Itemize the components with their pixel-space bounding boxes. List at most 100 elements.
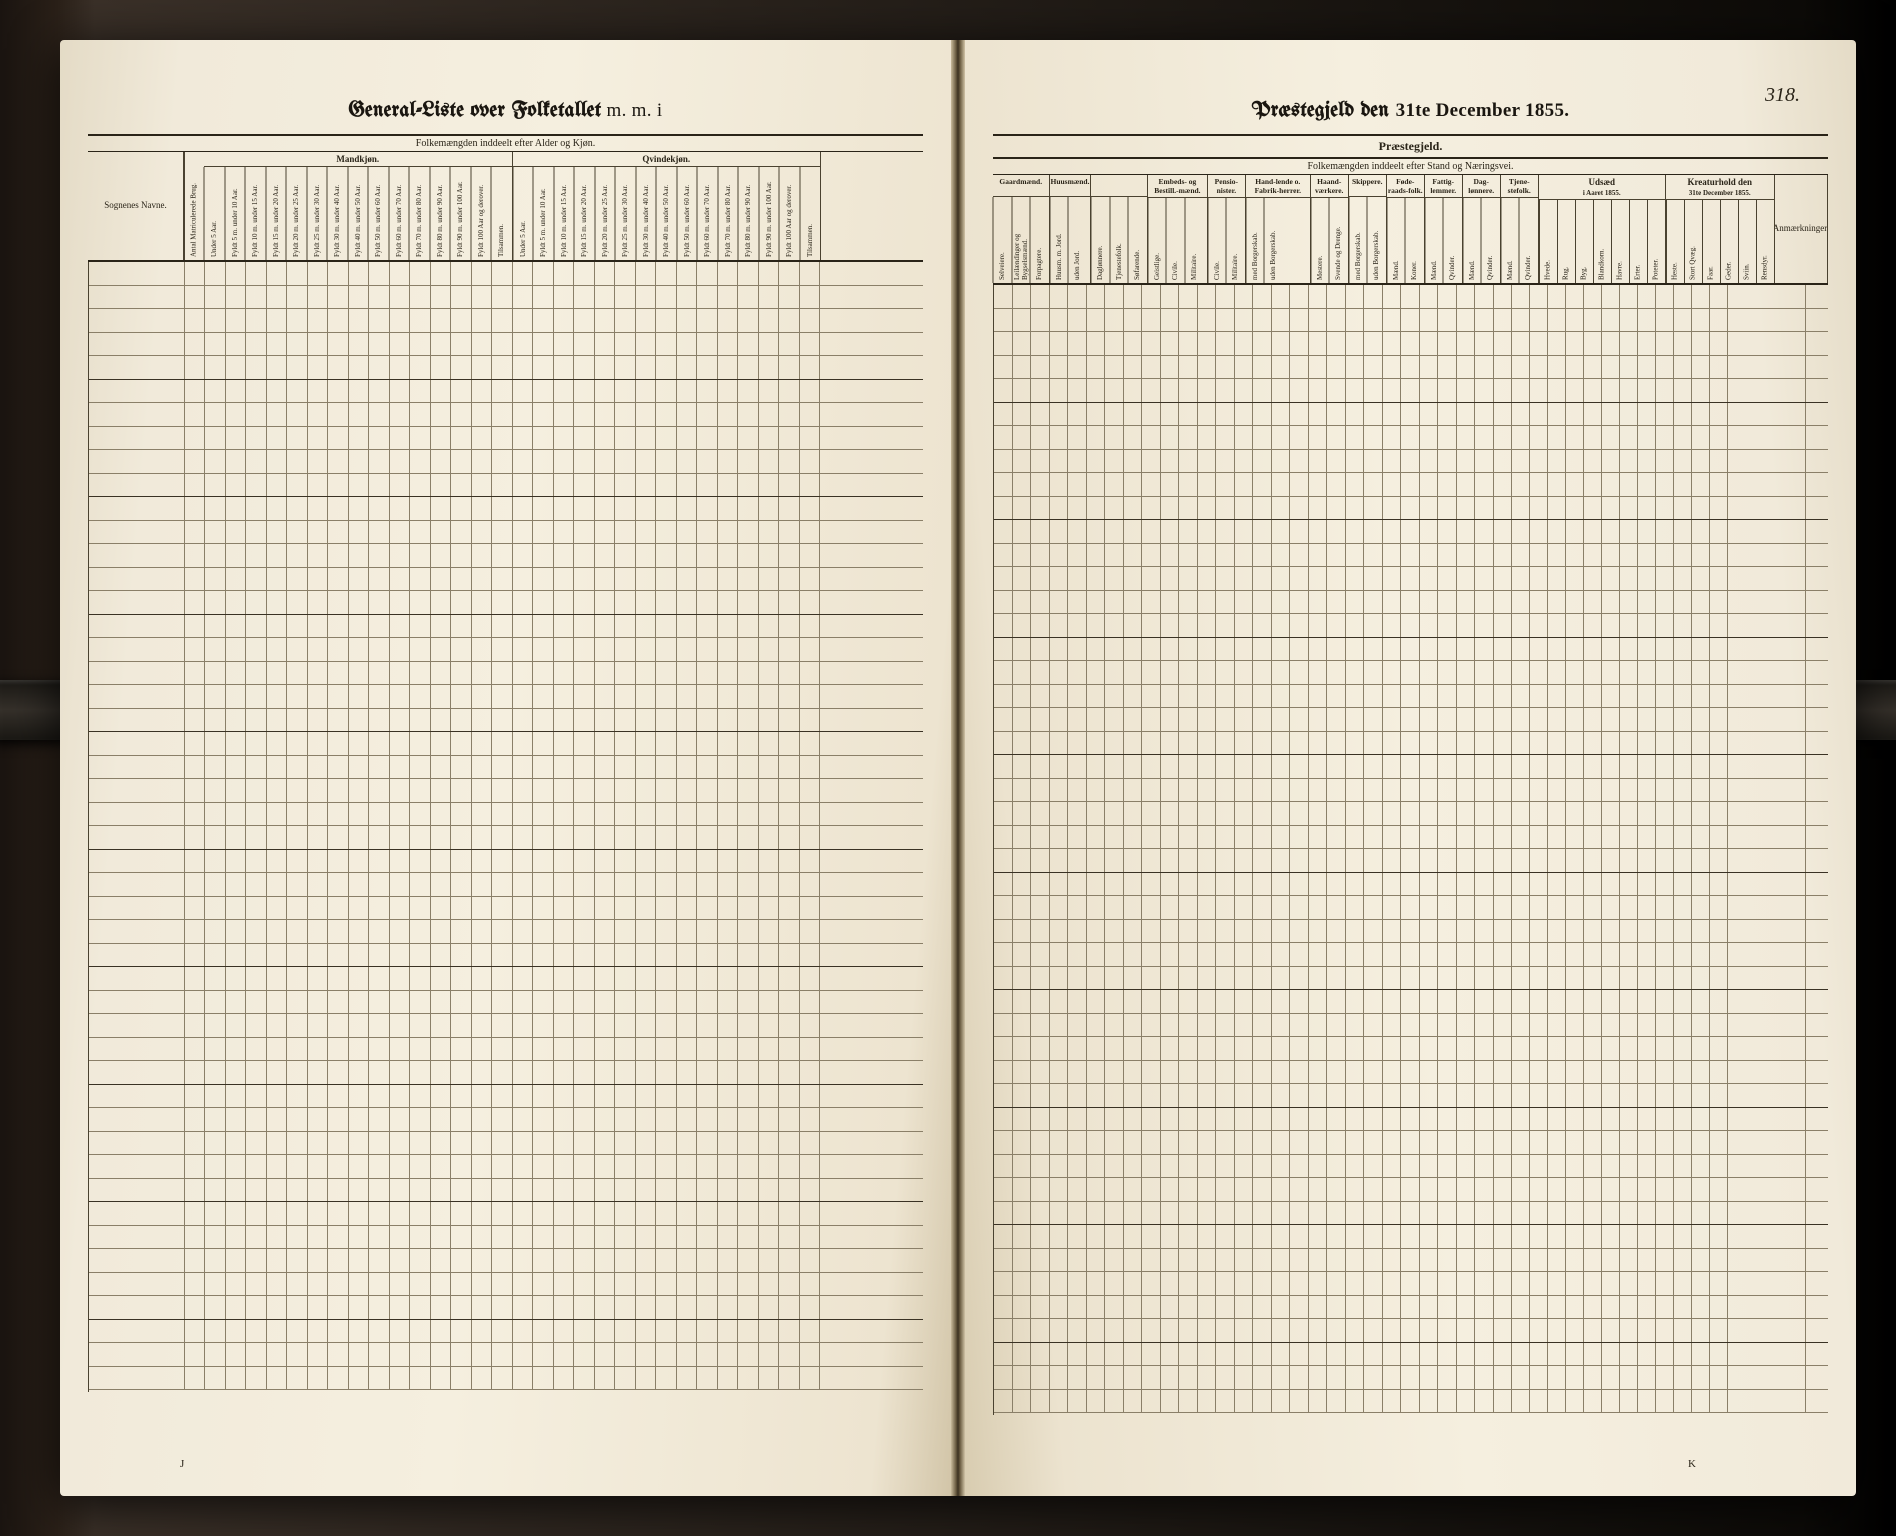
table-cell xyxy=(410,262,431,285)
table-cell xyxy=(595,1343,616,1366)
table-cell xyxy=(1512,1249,1530,1272)
table-cell xyxy=(287,1296,308,1319)
table-cell xyxy=(1013,779,1032,802)
table-cell xyxy=(1656,332,1674,355)
table-cell xyxy=(1438,685,1457,708)
table-cell xyxy=(1087,802,1106,825)
table-cell xyxy=(1309,708,1328,731)
table-cell xyxy=(1216,309,1235,332)
table-cell xyxy=(718,1202,739,1225)
table-cell xyxy=(1656,708,1674,731)
table-cell xyxy=(492,1343,513,1366)
table-cell xyxy=(1050,708,1069,731)
table-cell xyxy=(431,873,452,896)
table-cell xyxy=(1638,614,1656,637)
table-cell xyxy=(636,521,657,544)
table-cell xyxy=(1235,943,1254,966)
table-cell xyxy=(759,1367,780,1390)
table-cell xyxy=(1087,755,1106,778)
table-cell xyxy=(1290,943,1309,966)
table-cell xyxy=(738,803,759,826)
table-cell xyxy=(1494,826,1512,849)
table-cell xyxy=(738,897,759,920)
table-cell xyxy=(1494,708,1512,731)
table-row xyxy=(89,662,923,686)
table-cell xyxy=(595,1108,616,1131)
table-cell xyxy=(1620,849,1638,872)
table-cell xyxy=(1710,1225,1728,1248)
table-cell xyxy=(1438,1296,1457,1319)
table-cell xyxy=(1346,1155,1365,1178)
table-cell xyxy=(1253,1084,1272,1107)
table-cell xyxy=(1105,1272,1124,1295)
table-cell xyxy=(410,1249,431,1272)
table-cell xyxy=(349,1179,370,1202)
table-cell xyxy=(779,873,800,896)
table-cell xyxy=(1383,732,1402,755)
table-cell xyxy=(431,732,452,755)
table-cell xyxy=(328,967,349,990)
hdr-age-col: Fyldt 20 m. under 25 Aar. xyxy=(595,167,616,260)
table-cell xyxy=(1638,779,1656,802)
table-cell xyxy=(410,380,431,403)
table-cell xyxy=(308,1226,329,1249)
table-cell xyxy=(1620,896,1638,919)
hdr-group-title: Mandkjøn. xyxy=(204,152,512,167)
table-cell xyxy=(1584,1343,1602,1366)
table-cell xyxy=(1728,1225,1806,1248)
table-cell xyxy=(1346,285,1365,308)
table-cell xyxy=(738,1108,759,1131)
table-cell xyxy=(1674,1272,1692,1295)
table-cell xyxy=(1512,356,1530,379)
table-cell xyxy=(800,1343,821,1366)
table-cell xyxy=(1728,755,1806,778)
table-cell xyxy=(1161,967,1180,990)
table-cell xyxy=(89,967,185,990)
table-cell xyxy=(1438,779,1457,802)
table-cell xyxy=(328,591,349,614)
table-cell xyxy=(308,427,329,450)
table-cell xyxy=(1253,1037,1272,1060)
table-cell xyxy=(1512,544,1530,567)
table-row xyxy=(89,803,923,827)
table-cell xyxy=(89,1273,185,1296)
table-cell xyxy=(1674,708,1692,731)
table-cell xyxy=(1494,638,1512,661)
table-cell xyxy=(1728,661,1806,684)
table-cell xyxy=(287,662,308,685)
table-row xyxy=(89,709,923,733)
table-cell xyxy=(1364,567,1383,590)
table-cell xyxy=(718,262,739,285)
table-cell xyxy=(718,544,739,567)
table-cell xyxy=(1290,1225,1309,1248)
table-cell xyxy=(1235,755,1254,778)
table-cell xyxy=(697,497,718,520)
table-cell xyxy=(1584,497,1602,520)
table-cell xyxy=(308,544,329,567)
table-cell xyxy=(677,591,698,614)
table-cell xyxy=(533,615,554,638)
table-cell xyxy=(1050,356,1069,379)
table-cell xyxy=(205,262,226,285)
table-cell xyxy=(267,709,288,732)
table-cell xyxy=(1457,1296,1476,1319)
table-cell xyxy=(800,1014,821,1037)
table-cell xyxy=(1327,285,1346,308)
table-cell xyxy=(1013,356,1032,379)
table-cell xyxy=(1401,1108,1420,1131)
hdr-age-col: Fyldt 30 m. under 40 Aar. xyxy=(327,167,348,260)
table-cell xyxy=(1548,497,1566,520)
table-cell xyxy=(615,709,636,732)
table-cell xyxy=(267,380,288,403)
table-cell xyxy=(1105,1366,1124,1389)
table-cell xyxy=(1692,379,1710,402)
table-cell xyxy=(513,591,534,614)
table-cell xyxy=(1346,544,1365,567)
table-row xyxy=(89,732,923,756)
table-cell xyxy=(1710,1178,1728,1201)
table-cell xyxy=(636,1249,657,1272)
table-cell xyxy=(697,474,718,497)
table-cell xyxy=(185,1132,205,1155)
hdr-age-col: Fyldt 100 Aar og derover. xyxy=(471,167,492,260)
table-cell xyxy=(349,920,370,943)
